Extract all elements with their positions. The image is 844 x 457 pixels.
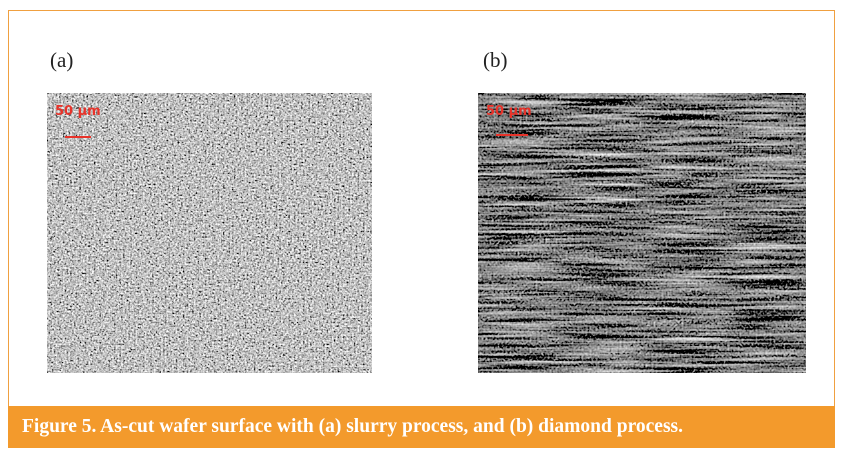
micrograph: 50 μm	[478, 93, 806, 373]
panel-label: (a)	[50, 48, 74, 72]
texture	[47, 93, 372, 373]
scale-bar-label: 50 μm	[486, 104, 532, 119]
figure-caption: Figure 5. As-cut wafer surface with (a) …	[8, 406, 835, 448]
texture	[478, 93, 806, 373]
scale-bar-label: 50 μm	[55, 104, 101, 119]
panel-label: (b)	[483, 48, 508, 72]
micrograph: 50 μm	[47, 93, 372, 373]
figure-frame	[8, 10, 835, 447]
